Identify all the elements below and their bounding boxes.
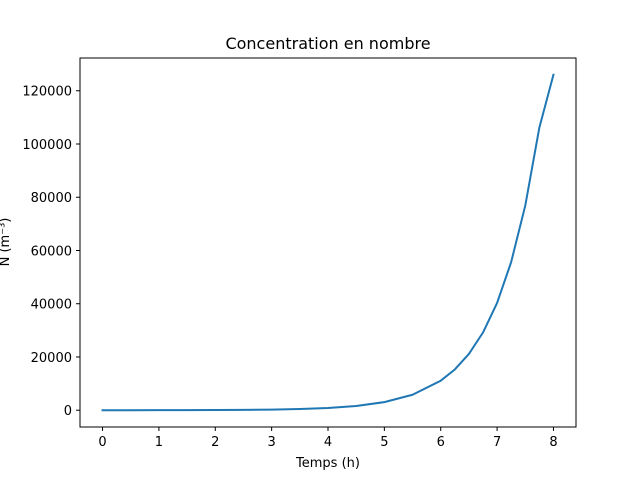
x-axis: 0 1 2 3 4 5 6 7 8 [98,427,558,450]
x-tick-label: 0 [98,435,106,450]
x-axis-label: Temps (h) [295,456,360,471]
plot-area [79,57,577,428]
series-line-0 [101,73,555,412]
y-tick-label: 120000 [22,85,72,100]
x-tick-label: 7 [493,435,501,450]
y-tick-label: 20000 [31,351,72,366]
y-axis-label: N (m⁻³) [0,218,13,267]
x-tick-label: 1 [155,435,163,450]
x-tick-label: 8 [549,435,557,450]
x-tick-label: 6 [437,435,445,450]
x-tick-label: 5 [380,435,388,450]
axes-frame [79,57,577,428]
y-tick-label: 80000 [31,191,72,206]
y-axis: 0 20000 40000 60000 80000 100000 120000 [22,85,80,419]
x-tick-label: 3 [267,435,275,450]
y-tick-label: 60000 [31,244,72,259]
y-tick-label: 40000 [31,298,72,313]
x-tick-label: 4 [324,435,332,450]
y-tick-label: 0 [64,404,72,419]
x-tick-label: 2 [211,435,219,450]
chart-title: Concentration en nombre [225,34,430,53]
y-tick-label: 100000 [22,138,72,153]
